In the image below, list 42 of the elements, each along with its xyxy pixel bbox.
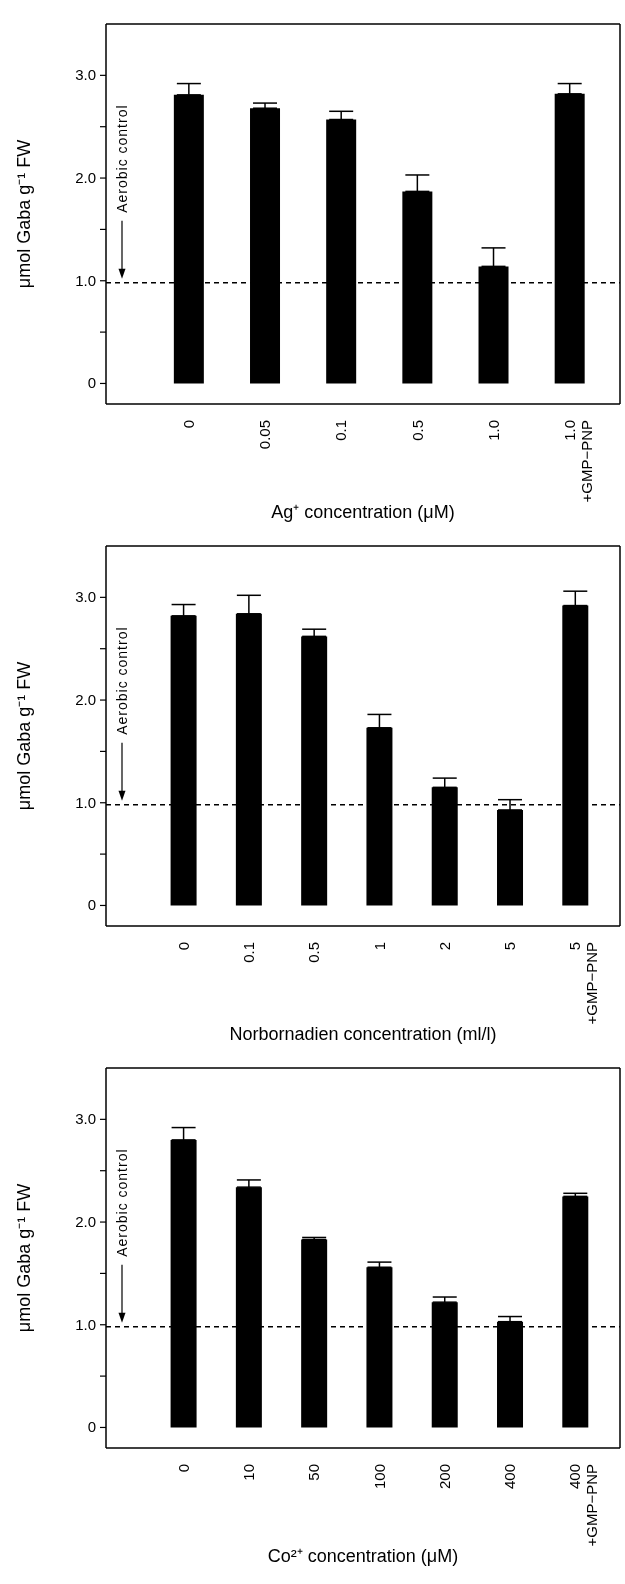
- y-tick-label: 3.0: [75, 588, 96, 606]
- y-tick-label: 1.0: [75, 271, 96, 289]
- x-tick-label: 0: [180, 420, 198, 429]
- x-tick-label: 10: [239, 1464, 257, 1481]
- x-tick-label: 5: [501, 942, 519, 951]
- y-tick-label: 3.0: [75, 66, 96, 84]
- ref-line-label: Aerobic control: [114, 1148, 130, 1257]
- y-tick-label: 1.0: [75, 1315, 96, 1333]
- x-tick-label: 0.05: [256, 420, 274, 450]
- x-tick-label: 1: [370, 942, 388, 951]
- x-tick-label: 1.0: [484, 420, 502, 441]
- y-tick-label: 0: [87, 374, 96, 392]
- y-tick-label: 1.0: [75, 793, 96, 811]
- y-tick-label: 2.0: [75, 1213, 96, 1231]
- y-tick-label: 0: [87, 896, 96, 914]
- x-tick-label: 2: [435, 942, 453, 951]
- x-tick-label: 400: [501, 1464, 519, 1490]
- x-tick-label: 100: [370, 1464, 388, 1490]
- ref-line-label: Aerobic control: [114, 626, 130, 735]
- x-axis-title: Ag⁺ concentration (μM): [271, 502, 455, 522]
- y-tick-label: 2.0: [75, 169, 96, 187]
- x-tick-label: 0.1: [239, 942, 257, 963]
- x-tick-label: 0: [174, 1464, 192, 1473]
- x-tick-label: 1.0 +GMP−PNP: [560, 420, 595, 503]
- x-axis-title: Co²⁺ concentration (μM): [267, 1546, 459, 1566]
- x-tick-label: 200: [435, 1464, 453, 1490]
- x-tick-label: 0.5: [305, 942, 323, 963]
- y-tick-label: 2.0: [75, 691, 96, 709]
- y-tick-label: 0: [87, 1418, 96, 1436]
- x-tick-label: 5 +GMP−PNP: [566, 942, 601, 1025]
- y-axis-title: μmol Gaba g⁻¹ FW: [14, 661, 35, 811]
- x-tick-label: 0: [174, 942, 192, 951]
- x-tick-label: 50: [305, 1464, 323, 1481]
- x-tick-label: 400 +GMP−PNP: [566, 1464, 601, 1547]
- y-axis-title: μmol Gaba g⁻¹ FW: [14, 1183, 35, 1333]
- bar: [497, 809, 524, 906]
- x-tick-label: 0.1: [332, 420, 350, 441]
- x-tick-label: 0.5: [408, 420, 426, 441]
- y-axis-title: μmol Gaba g⁻¹ FW: [14, 139, 35, 289]
- y-tick-label: 3.0: [75, 1110, 96, 1128]
- ref-line-label: Aerobic control: [114, 104, 130, 213]
- x-axis-title: Norbornadien concentration (ml/l): [229, 1024, 497, 1044]
